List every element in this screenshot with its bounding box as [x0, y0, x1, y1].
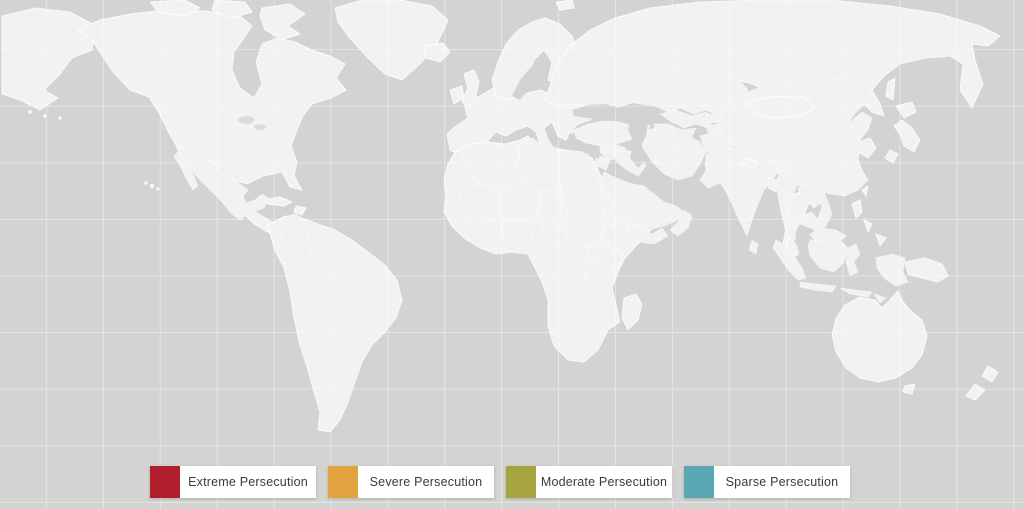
legend-item-severe: Severe Persecution: [328, 466, 494, 498]
land-aleutian-island: [28, 110, 32, 114]
great-lake: [238, 116, 254, 124]
legend-box-extreme: Extreme Persecution: [180, 466, 316, 498]
land-aleutian-island: [58, 116, 62, 120]
country-chad[interactable]: [537, 191, 565, 233]
legend-label-severe: Severe Persecution: [369, 475, 483, 489]
land-aleutian-island: [43, 114, 47, 118]
legend-label-extreme: Extreme Persecution: [188, 475, 308, 489]
legend: Extreme Persecution Severe Persecution M…: [150, 466, 862, 498]
legend-label-moderate: Moderate Persecution: [540, 475, 668, 489]
legend-item-extreme: Extreme Persecution: [150, 466, 316, 498]
legend-swatch-sparse: [684, 466, 714, 498]
legend-swatch-extreme: [150, 466, 180, 498]
legend-box-moderate: Moderate Persecution: [536, 466, 672, 498]
legend-item-sparse: Sparse Persecution: [684, 466, 850, 498]
legend-swatch-severe: [328, 466, 358, 498]
land-hawaii: [144, 181, 148, 185]
legend-box-severe: Severe Persecution: [358, 466, 494, 498]
legend-item-moderate: Moderate Persecution: [506, 466, 672, 498]
land-hawaii: [149, 183, 155, 189]
legend-swatch-moderate: [506, 466, 536, 498]
legend-label-sparse: Sparse Persecution: [725, 475, 839, 489]
land-svalbard: [555, 0, 575, 11]
great-lake: [254, 124, 266, 130]
legend-box-sparse: Sparse Persecution: [714, 466, 850, 498]
land-hawaii: [156, 187, 160, 191]
